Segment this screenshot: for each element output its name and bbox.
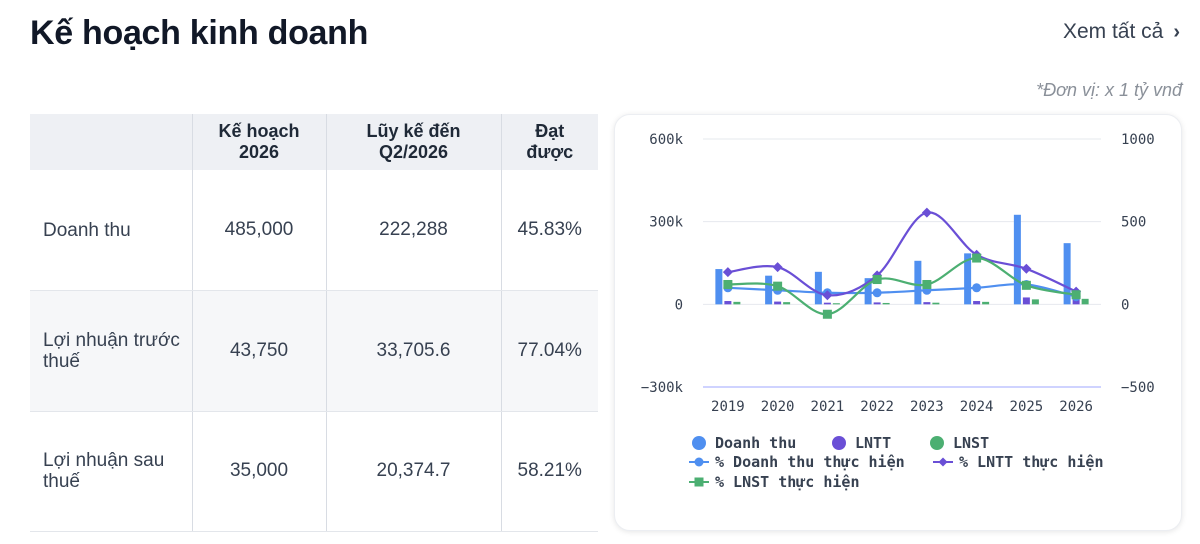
bar bbox=[873, 302, 881, 305]
legend-swatch bbox=[938, 457, 948, 467]
y-right-tick-label: −500 bbox=[1121, 380, 1155, 396]
bar bbox=[715, 269, 723, 305]
table-row: Doanh thu 485,000 222,288 45.83% bbox=[30, 170, 598, 291]
bar bbox=[774, 301, 782, 305]
series-point bbox=[872, 275, 882, 285]
series-point bbox=[921, 207, 932, 218]
bar bbox=[914, 260, 922, 305]
bar bbox=[1031, 299, 1039, 305]
chevron-right-icon: › bbox=[1173, 20, 1180, 43]
bar bbox=[1081, 298, 1089, 305]
combo-chart: 600k 1000 300k 500 0 0 −300k −500 2019 2020 2021 20… bbox=[641, 132, 1155, 491]
table-row: Lợi nhuận trước thuế 43,750 33,705.6 77.… bbox=[30, 290, 598, 412]
cell-cumulative: 20,374.7 bbox=[326, 411, 502, 532]
bar bbox=[882, 302, 890, 305]
y-right-tick-label: 500 bbox=[1121, 215, 1146, 231]
legend-label: LNST bbox=[953, 434, 989, 452]
cell-achieved: 58.21% bbox=[501, 411, 598, 532]
cell-plan: 35,000 bbox=[192, 411, 327, 532]
bar bbox=[1063, 243, 1071, 305]
row-label: Doanh thu bbox=[30, 170, 193, 291]
legend-swatch bbox=[832, 436, 846, 450]
x-tick-label: 2026 bbox=[1059, 399, 1093, 415]
x-tick-label: 2025 bbox=[1010, 399, 1044, 415]
bar bbox=[783, 302, 791, 305]
x-tick-label: 2024 bbox=[960, 399, 994, 415]
y-right-tick-label: 0 bbox=[1121, 297, 1129, 313]
series-line bbox=[727, 211, 1077, 297]
y-left-tick-label: 300k bbox=[649, 215, 683, 231]
legend-label: % LNST thực hiện bbox=[715, 473, 860, 491]
series-line bbox=[727, 256, 1077, 316]
cell-cumulative: 222,288 bbox=[326, 170, 502, 291]
see-all-link[interactable]: Xem tất cả › bbox=[1063, 20, 1180, 44]
table-header-cumulative: Lũy kế đến Q2/2026 bbox=[326, 114, 502, 170]
legend-label: % Doanh thu thực hiện bbox=[715, 453, 905, 471]
bar bbox=[864, 278, 872, 305]
cell-plan: 43,750 bbox=[192, 290, 327, 412]
row-label: Lợi nhuận trước thuế bbox=[30, 290, 193, 412]
series-point bbox=[722, 267, 733, 278]
page-title: Kế hoạch kinh doanh bbox=[30, 14, 369, 52]
table-header-plan: Kế hoạch 2026 bbox=[192, 114, 327, 170]
bar bbox=[724, 301, 732, 305]
bar bbox=[923, 302, 931, 305]
table-header-row: Kế hoạch 2026 Lũy kế đến Q2/2026 Đạt được bbox=[30, 114, 598, 170]
x-tick-label: 2019 bbox=[711, 399, 745, 415]
bar bbox=[733, 301, 741, 305]
series-point bbox=[772, 262, 783, 273]
legend-label: Doanh thu bbox=[715, 434, 796, 452]
series-point bbox=[872, 288, 882, 298]
bar bbox=[1013, 214, 1021, 305]
bar bbox=[814, 271, 822, 305]
y-left-tick-label: −300k bbox=[641, 380, 684, 396]
cell-achieved: 45.83% bbox=[501, 170, 598, 291]
y-left-tick-label: 0 bbox=[675, 297, 683, 313]
y-left-tick-label: 600k bbox=[649, 132, 683, 148]
series-point bbox=[822, 290, 833, 301]
bar bbox=[973, 301, 981, 305]
series-point bbox=[972, 283, 982, 293]
cell-plan: 485,000 bbox=[192, 170, 327, 291]
x-tick-label: 2021 bbox=[811, 399, 845, 415]
row-label: Lợi nhuận sau thuế bbox=[30, 411, 193, 532]
x-tick-label: 2023 bbox=[910, 399, 944, 415]
x-tick-label: 2022 bbox=[860, 399, 894, 415]
unit-note: *Đơn vị: x 1 tỷ vnđ bbox=[1036, 80, 1182, 100]
legend-swatch bbox=[930, 436, 944, 450]
bar bbox=[932, 302, 940, 305]
legend-swatch bbox=[694, 457, 704, 467]
legend-swatch bbox=[692, 436, 706, 450]
series-point bbox=[922, 279, 932, 289]
table-header-empty bbox=[30, 114, 193, 170]
legend-label: % LNTT thực hiện bbox=[959, 453, 1104, 471]
series-point bbox=[972, 253, 982, 263]
business-plan-table: Kế hoạch 2026 Lũy kế đến Q2/2026 Đạt được D… bbox=[30, 114, 598, 532]
series-point bbox=[723, 279, 733, 289]
legend-swatch bbox=[694, 477, 704, 487]
series-point bbox=[1021, 280, 1031, 290]
table-row: Lợi nhuận sau thuế 35,000 20,374.7 58.21… bbox=[30, 411, 598, 532]
x-tick-label: 2020 bbox=[761, 399, 795, 415]
series-point bbox=[822, 309, 832, 319]
bar bbox=[982, 301, 990, 305]
cell-cumulative: 33,705.6 bbox=[326, 290, 502, 412]
see-all-label: Xem tất cả bbox=[1062, 20, 1164, 43]
table-header-achieved: Đạt được bbox=[501, 114, 598, 170]
bar bbox=[964, 253, 972, 305]
y-right-tick-label: 1000 bbox=[1121, 132, 1155, 148]
series-point bbox=[1021, 263, 1032, 274]
series-point bbox=[773, 281, 783, 291]
legend-label: LNTT bbox=[855, 434, 891, 452]
bar bbox=[832, 303, 840, 305]
chart-card: 600k 1000 300k 500 0 0 −300k −500 2019 2020 2021 20… bbox=[614, 114, 1182, 531]
bar bbox=[1022, 297, 1030, 305]
cell-achieved: 77.04% bbox=[501, 290, 598, 412]
series-point bbox=[1071, 290, 1081, 300]
bar bbox=[823, 302, 831, 305]
